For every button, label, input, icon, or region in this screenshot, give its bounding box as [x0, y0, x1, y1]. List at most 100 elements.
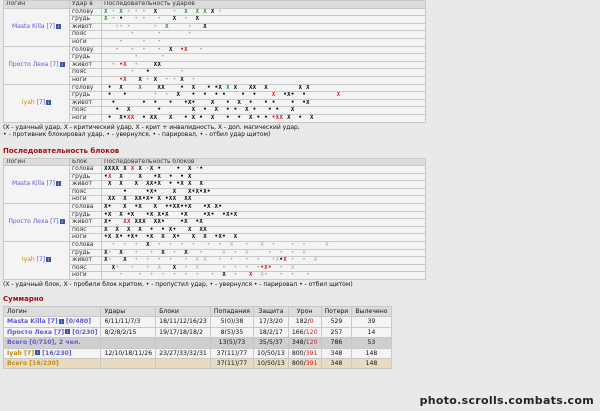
- seq-mark: XX•X • •X X: [145, 180, 192, 188]
- player-name[interactable]: Iyah: [21, 98, 35, 106]
- summary-heal: 14: [351, 326, 392, 339]
- seq-mark: [104, 265, 112, 271]
- player-name[interactable]: Просто Леха: [8, 60, 49, 68]
- info-icon[interactable]: i: [65, 329, 71, 335]
- seq-mark: • • • X: [115, 264, 173, 271]
- info-icon[interactable]: i: [58, 318, 64, 324]
- seq-mark: XXXX: [104, 165, 120, 173]
- summary-pop: 5(0)/38: [209, 316, 255, 328]
- seq-mark: [176, 197, 184, 203]
- player-login-cell[interactable]: Masta Killa [7] i: [3, 7, 70, 47]
- blocks-row: Iyah [7] i голова • • • X • • • • • • X • …: [3, 241, 426, 280]
- sequence-cell: • X • X • X • • X • • • X: [101, 106, 426, 115]
- sequence-cell: • • •: [101, 68, 426, 77]
- seq-mark: • • • • • • X • X • • • X: [149, 241, 329, 249]
- info-icon[interactable]: i: [35, 350, 41, 356]
- seq-mark: •: [142, 76, 154, 83]
- summary-login[interactable]: Iyah [7] i [16/230]: [2, 347, 102, 360]
- seq-mark: X: [138, 165, 143, 173]
- seq-mark: •X: [119, 61, 127, 68]
- summary-loss: 786: [320, 337, 353, 349]
- summary-login[interactable]: Masta Killa [7] i [0/480]: [2, 316, 102, 328]
- seq-mark: XX: [184, 195, 192, 203]
- info-icon[interactable]: i: [59, 61, 65, 67]
- seq-mark: [142, 85, 157, 91]
- zone-label: грудь: [69, 172, 102, 182]
- hits-legend-line-2: • - противник блокировал удар, • - уверн…: [3, 130, 271, 138]
- summary-login[interactable]: Всего [16/230]: [2, 358, 102, 370]
- seq-mark: •X X• •X• •X X X• X X •X• X: [104, 233, 238, 241]
- sequence-cell: • • •: [101, 37, 426, 47]
- sequence-cell: XX X XX•X• X •XX XX: [101, 195, 426, 205]
- seq-mark: [127, 197, 135, 203]
- seq-mark: X: [165, 23, 169, 30]
- seq-mark: [142, 174, 153, 180]
- seq-mark: •: [187, 46, 204, 53]
- info-icon[interactable]: i: [59, 219, 65, 225]
- zone-label: живот: [69, 256, 102, 265]
- seq-mark: [135, 115, 143, 121]
- player-login-cell[interactable]: Iyah [7] i: [3, 241, 70, 280]
- seq-mark: X: [153, 76, 158, 83]
- seq-mark: X: [119, 84, 124, 91]
- seq-mark: [276, 100, 291, 106]
- header-zone: Удар в: [69, 0, 102, 9]
- seq-mark: •: [142, 114, 146, 121]
- seq-mark: •: [149, 68, 185, 76]
- summary-login[interactable]: Просто Леха [7] i [0/230]: [2, 326, 102, 339]
- seq-mark: • • • •: [104, 46, 169, 53]
- blocks-row: Просто Леха [7] i голова X• X •X X ••XX••X …: [3, 203, 426, 243]
- seq-mark: • X • X • • • X: [187, 249, 307, 256]
- summary-player-name[interactable]: Просто Леха [7]: [7, 328, 65, 336]
- sequence-cell: X X X XX•X • •X X X: [101, 180, 426, 189]
- seq-mark: X: [233, 84, 238, 91]
- player-name[interactable]: Просто Леха: [8, 218, 49, 226]
- zone-label: голову: [69, 45, 102, 55]
- sequence-cell: •X X • X • • X •: [101, 75, 426, 85]
- summary-blocks: 19/17/18/18/2: [155, 326, 211, 339]
- blocks-table: Логин Блок Последовательность блоков Mas…: [3, 157, 426, 280]
- seq-mark: • •X: [290, 99, 310, 106]
- seq-mark: X: [172, 15, 177, 23]
- seq-mark: •X: [180, 46, 188, 53]
- summary-player-name[interactable]: Iyah [7]: [7, 349, 35, 357]
- seq-mark: •: [107, 8, 120, 15]
- player-name[interactable]: Iyah: [21, 256, 35, 264]
- summary-player-name[interactable]: Всего [0/710], 2 чел.: [7, 339, 81, 347]
- zone-label: живот: [69, 60, 102, 70]
- sequence-cell: X• X • • X • X • X • X • • • X: [101, 248, 426, 258]
- summary-player-name[interactable]: Masta Killa [7]: [7, 318, 58, 326]
- summary-player-name[interactable]: Всего [16/230]: [7, 360, 59, 368]
- info-icon[interactable]: i: [55, 181, 61, 187]
- seq-mark: [123, 85, 138, 91]
- info-icon[interactable]: i: [55, 23, 61, 29]
- seq-mark: X X: [298, 84, 310, 91]
- summary-row: Всего [16/230] 37(11)/77 10/50/13 800/391 34…: [2, 358, 392, 370]
- zone-label: пояс: [69, 225, 102, 235]
- seq-mark: X: [104, 8, 108, 15]
- seq-mark: X • X • • •: [210, 99, 276, 106]
- sequence-cell: • • • X • • • • • • X • X • • • X: [101, 241, 426, 250]
- player-login-cell[interactable]: Просто Леха [7] i: [3, 203, 70, 243]
- summary-header: Попадания: [209, 305, 255, 318]
- seq-mark: X: [172, 264, 177, 271]
- info-icon[interactable]: i: [46, 99, 52, 105]
- summary-hits: 8/2/8/2/15: [100, 326, 157, 339]
- seq-mark: [104, 100, 112, 106]
- summary-header: Урон: [287, 305, 322, 318]
- hits-legend: (X - удачный удар, X - критический удар,…: [3, 124, 433, 138]
- player-login-cell[interactable]: Masta Killa [7] i: [3, 165, 70, 205]
- player-login-cell[interactable]: Просто Леха [7] i: [3, 45, 70, 85]
- seq-mark: •: [115, 15, 124, 23]
- hits-row: ноги • X•XX • XX X • X • X • • X • • •XX…: [4, 113, 426, 123]
- player-login-cell[interactable]: Iyah [7] i: [3, 83, 70, 123]
- info-icon[interactable]: i: [46, 257, 52, 263]
- seq-mark: [257, 108, 268, 114]
- seq-mark: X: [222, 271, 226, 279]
- player-name[interactable]: Masta Killa: [12, 22, 45, 30]
- seq-mark: • • •: [104, 38, 165, 45]
- hits-row: Просто Леха [7] i голову • • • • X •X •: [3, 45, 426, 85]
- summary-login[interactable]: Всего [0/710], 2 чел.: [2, 337, 102, 349]
- player-name[interactable]: Masta Killa: [12, 180, 45, 188]
- blocks-row: Masta Killa [7] i голова XXXX X X X •X • • …: [3, 165, 426, 205]
